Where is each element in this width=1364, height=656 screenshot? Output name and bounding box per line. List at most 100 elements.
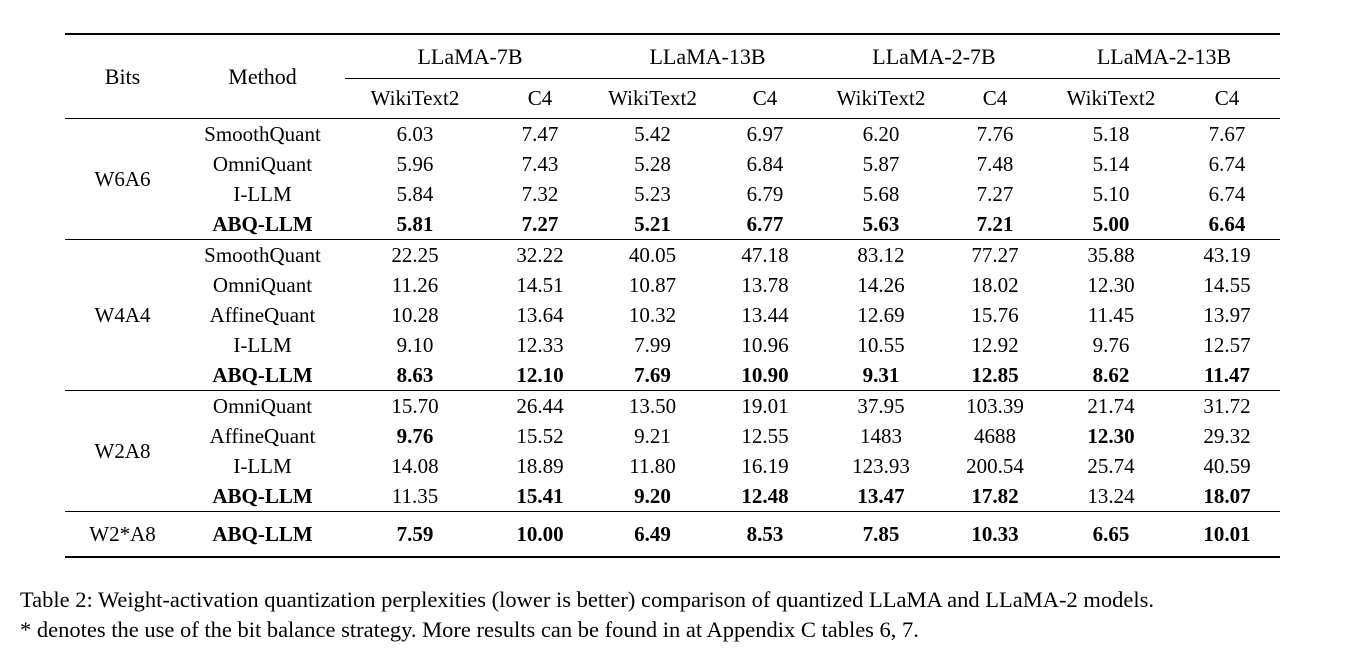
value-cell: 15.70 [391, 394, 439, 418]
value-cell: 43.19 [1203, 243, 1251, 267]
bits-label: W6A6 [94, 167, 151, 191]
value-cell: 12.69 [857, 303, 905, 327]
column-header-bits: Bits [65, 34, 180, 119]
value-cell: 7.27 [976, 182, 1014, 206]
value-cell: 8.53 [746, 522, 784, 546]
value-cell: 5.10 [1092, 182, 1130, 206]
bits-group: W6A6 SmoothQuant 6.03 7.47 5.42 6.97 6.20 7.76 5… [65, 119, 1281, 240]
value-cell: 14.51 [516, 273, 564, 297]
value-cell: 12.55 [741, 424, 789, 448]
value-cell: 1483 [860, 424, 902, 448]
value-cell: 9.20 [634, 484, 671, 508]
column-header-llama-2-7b: LLaMA-2-7B [820, 34, 1049, 79]
column-header-method: Method [180, 34, 345, 119]
value-cell: 15.52 [516, 424, 564, 448]
value-cell: 6.20 [862, 122, 900, 146]
bits-group: W2A8 OmniQuant 15.70 26.44 13.50 19.01 37.95 10… [65, 391, 1281, 512]
value-cell: 7.76 [976, 122, 1014, 146]
table-row: W6A6 SmoothQuant 6.03 7.47 5.42 6.97 6.20 7.76 5… [65, 119, 1280, 191]
value-cell: 5.14 [1092, 152, 1130, 176]
value-cell: 13.47 [857, 484, 905, 508]
value-cell: 12.48 [741, 484, 789, 508]
method-label: I-LLM [233, 182, 292, 206]
column-header-metric: C4 [1174, 78, 1281, 119]
table-row: W2A8 OmniQuant 15.70 26.44 13.50 19.01 37.95 10… [65, 391, 1280, 463]
method-label: I-LLM [233, 454, 292, 478]
table-row: I-LLM 5.84 7.32 5.23 6.79 5.68 7.27 5.10 6.74 [65, 179, 1280, 209]
table-row: AffineQuant 9.76 15.52 9.21 12.55 1483 4688 12.… [65, 421, 1280, 451]
value-cell: 9.76 [1092, 333, 1130, 357]
value-cell: 6.49 [634, 522, 671, 546]
method-label: AffineQuant [209, 424, 316, 448]
value-cell: 7.69 [634, 363, 671, 387]
value-cell: 13.50 [628, 394, 677, 418]
value-cell: 5.63 [862, 212, 900, 236]
value-cell: 21.74 [1087, 394, 1135, 418]
table-row: I-LLM 9.10 12.33 7.99 10.96 10.55 12.92 9.76 12.… [65, 330, 1280, 360]
table-header: Bits Method LLaMA-7B LLaMA-13B LLaMA-2-7… [65, 34, 1281, 119]
value-cell: 32.22 [516, 243, 564, 267]
method-label: ABQ-LLM [212, 363, 313, 387]
value-cell: 18.02 [971, 273, 1019, 297]
value-cell: 103.39 [966, 394, 1024, 418]
value-cell: 10.33 [971, 522, 1019, 546]
value-cell: 40.05 [628, 243, 677, 267]
value-cell: 29.32 [1203, 424, 1251, 448]
value-cell: 6.79 [746, 182, 784, 206]
value-cell: 5.00 [1092, 212, 1130, 236]
value-cell: 6.97 [746, 122, 784, 146]
value-cell: 5.21 [634, 212, 671, 236]
value-cell: 11.45 [1087, 303, 1135, 327]
value-cell: 5.87 [862, 152, 900, 176]
value-cell: 10.90 [741, 363, 789, 387]
value-cell: 7.85 [862, 522, 900, 546]
table-row: I-LLM 14.08 18.89 11.80 16.19 123.93 200.54 25.… [65, 451, 1280, 481]
value-cell: 5.42 [634, 122, 671, 146]
value-cell: 10.01 [1203, 522, 1251, 546]
method-label: OmniQuant [212, 152, 313, 176]
value-cell: 13.78 [741, 273, 789, 297]
value-cell: 5.81 [396, 212, 434, 236]
value-cell: 12.30 [1087, 273, 1135, 297]
value-cell: 13.24 [1087, 484, 1135, 508]
value-cell: 12.30 [1087, 424, 1135, 448]
metric-header-row: WikiText2 C4 WikiText2 C4 WikiText2 C4 W… [65, 78, 1281, 119]
value-cell: 123.93 [852, 454, 910, 478]
value-cell: 5.18 [1092, 122, 1130, 146]
value-cell: 12.10 [516, 363, 564, 387]
value-cell: 6.74 [1208, 152, 1246, 176]
value-cell: 8.63 [396, 363, 434, 387]
column-header-metric: WikiText2 [1048, 78, 1175, 119]
value-cell: 83.12 [857, 243, 905, 267]
value-cell: 7.67 [1208, 122, 1246, 146]
value-cell: 7.27 [521, 212, 559, 236]
value-cell: 6.84 [746, 152, 784, 176]
column-header-metric: C4 [942, 78, 1049, 119]
value-cell: 5.68 [862, 182, 900, 206]
method-label: ABQ-LLM [212, 484, 313, 508]
value-cell: 35.88 [1087, 243, 1135, 267]
value-cell: 5.96 [396, 152, 434, 176]
value-cell: 37.95 [857, 394, 905, 418]
value-cell: 9.76 [396, 424, 434, 448]
column-header-llama-13b: LLaMA-13B [595, 34, 820, 79]
value-cell: 6.65 [1092, 522, 1130, 546]
value-cell: 17.82 [971, 484, 1019, 508]
value-cell: 7.43 [521, 152, 559, 176]
bits-label: W4A4 [94, 303, 151, 327]
method-label: SmoothQuant [204, 122, 321, 146]
value-cell: 5.23 [634, 182, 671, 206]
caption-line-1: Table 2: Weight-activation quantization … [20, 587, 1154, 612]
column-header-llama-2-13b: LLaMA-2-13B [1048, 34, 1281, 79]
value-cell: 18.07 [1203, 484, 1251, 508]
value-cell: 15.41 [516, 484, 564, 508]
value-cell: 14.08 [391, 454, 439, 478]
value-cell: 12.33 [516, 333, 564, 357]
bits-group: W4A4 SmoothQuant 22.25 32.22 40.05 47.18 83.12… [65, 240, 1281, 391]
column-header-metric: WikiText2 [345, 78, 485, 119]
table-row: W2*A8 ABQ-LLM 7.59 10.00 6.49 8.53 7.85 10.33 6.… [65, 512, 1280, 558]
table-caption: Table 2: Weight-activation quantization … [20, 585, 1350, 645]
value-cell: 7.48 [976, 152, 1014, 176]
method-label: AffineQuant [209, 303, 316, 327]
value-cell: 13.97 [1203, 303, 1251, 327]
